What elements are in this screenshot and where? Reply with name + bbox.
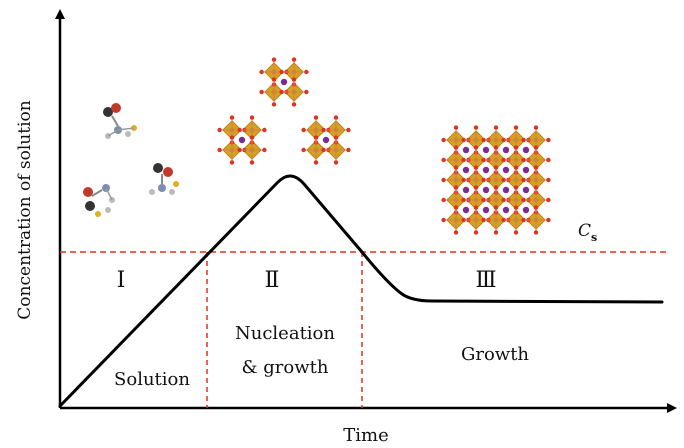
solvated-molecule-icon [83, 103, 179, 217]
crystal-cluster [259, 57, 309, 107]
y-axis-label: Concentration of solution [15, 100, 35, 319]
concentration-curve [58, 174, 664, 408]
region-2-numeral: Ⅱ [265, 268, 280, 293]
crystal-lattice-icon [441, 125, 551, 235]
crystal-cluster [217, 115, 267, 165]
region-1-label: Solution [114, 369, 190, 390]
region-3-label: Growth [461, 344, 529, 365]
x-axis-label: Time [343, 425, 388, 446]
region-2-label-line-1: Nucleation [235, 323, 335, 344]
crystal-cluster [301, 115, 351, 165]
threshold-label: Cs [578, 221, 597, 244]
region-1-numeral: Ⅰ [117, 268, 126, 293]
crystal-nucleus-icon [217, 57, 351, 165]
region-2-label-line-2: & growth [242, 357, 329, 378]
crystal-cluster [441, 125, 551, 235]
region-3-numeral: Ⅲ [475, 268, 496, 293]
